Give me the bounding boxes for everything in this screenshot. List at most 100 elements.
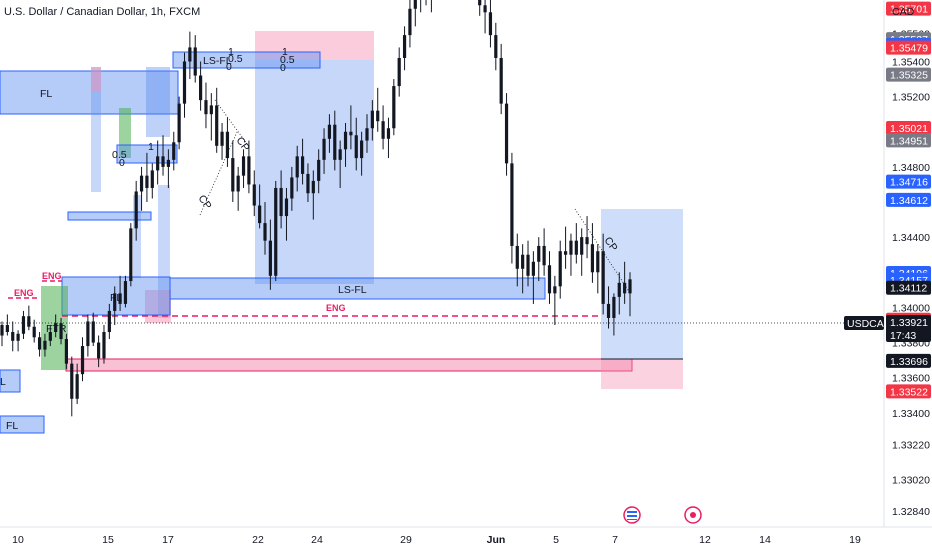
x-tick-label: 12 <box>699 534 711 546</box>
svg-text:1.35021: 1.35021 <box>890 123 928 135</box>
candle <box>123 275 128 308</box>
ls-fl-pink-zone <box>255 31 374 60</box>
price-label: 1.35479 <box>886 40 931 55</box>
zone-label-ftr: FTR <box>46 323 67 335</box>
price-label: 1.33696 <box>886 353 931 368</box>
fib-label-05-1: 0.5 <box>228 53 243 65</box>
svg-text:1.34951: 1.34951 <box>890 135 928 147</box>
fib-label-0-2: 0 <box>280 62 286 74</box>
svg-text:1.34112: 1.34112 <box>890 283 927 295</box>
candle <box>515 233 519 287</box>
candle <box>483 0 487 34</box>
candle <box>59 317 63 345</box>
candle <box>241 149 246 188</box>
candle <box>139 166 144 211</box>
price-label: 1.35701 <box>886 1 931 16</box>
candle <box>86 314 90 357</box>
candle <box>628 272 632 317</box>
candle <box>408 0 412 48</box>
symbol-tag <box>844 316 884 330</box>
candle <box>16 330 20 352</box>
candle <box>21 310 26 340</box>
trade-stop-zone <box>601 359 683 389</box>
x-tick-label: 24 <box>311 534 323 546</box>
zone-label-ls-fl-2: LS-FL <box>338 284 367 296</box>
candle <box>425 0 427 6</box>
svg-text:1.33696: 1.33696 <box>890 356 928 368</box>
candle <box>43 333 47 357</box>
candle <box>37 332 42 357</box>
fib-label-05-2: 0.5 <box>280 54 295 66</box>
candle <box>553 275 557 325</box>
candle <box>311 170 315 220</box>
candle <box>258 184 262 229</box>
candle <box>531 251 535 304</box>
us-flag-event-icon[interactable] <box>623 506 641 524</box>
fib-label-0-1: 0 <box>226 61 232 73</box>
canada-flag-event-icon[interactable] <box>684 506 702 524</box>
candle <box>596 244 600 294</box>
candle <box>225 117 230 167</box>
candle <box>430 0 432 13</box>
candle <box>623 261 627 304</box>
candle <box>349 105 353 150</box>
trade-target-zone <box>601 209 683 359</box>
y-tick-label: 1.33400 <box>892 408 930 420</box>
fl-zone-1 <box>0 70 179 115</box>
candle <box>75 363 79 405</box>
candle <box>134 180 138 241</box>
x-tick-label: 17 <box>162 534 174 546</box>
fl-zone-3 <box>67 211 152 221</box>
eng-label-1: ENG <box>14 288 34 298</box>
candle <box>54 314 58 338</box>
eng-label-2: ENG <box>42 271 62 281</box>
candle <box>392 79 396 136</box>
svg-text:1.33522: 1.33522 <box>890 386 928 398</box>
zone-label-fl-1: FL <box>40 88 52 100</box>
x-tick-label: 5 <box>553 534 559 546</box>
y-tick-label: 1.34000 <box>892 302 930 314</box>
candle <box>510 152 514 264</box>
candle <box>177 96 181 150</box>
candle <box>327 114 332 153</box>
fl-zone-column-4 <box>158 185 170 318</box>
candle <box>488 0 493 48</box>
fib-label-1-2: 1 <box>282 46 288 58</box>
candle <box>129 223 133 287</box>
candle <box>322 128 326 174</box>
time-axis[interactable]: 10 15 17 22 24 29 Jun 5 7 12 14 19 <box>12 534 861 546</box>
candle <box>97 335 101 368</box>
svg-text:1.35701: 1.35701 <box>890 4 928 16</box>
candle <box>204 82 208 129</box>
fl-zone-column-3 <box>133 195 141 278</box>
candle <box>172 131 176 171</box>
pink-zone-small <box>91 67 101 92</box>
candle <box>80 337 85 382</box>
candle <box>11 321 15 352</box>
candle <box>145 152 149 203</box>
candle <box>317 149 321 194</box>
candle <box>0 321 4 347</box>
candle <box>161 135 165 176</box>
candle <box>5 314 9 336</box>
candle <box>252 170 256 217</box>
svg-text:1.35479: 1.35479 <box>890 43 928 55</box>
svg-text:1.35325: 1.35325 <box>890 70 928 82</box>
candle <box>420 0 422 13</box>
svg-text:1.34716: 1.34716 <box>890 177 928 189</box>
x-tick-label: 14 <box>759 534 771 546</box>
candle <box>70 356 74 417</box>
price-label: 1.33522 <box>886 384 931 399</box>
candle <box>64 333 69 369</box>
candle <box>504 93 509 176</box>
y-tick-label: 1.33220 <box>892 439 930 451</box>
trendline-1 <box>199 129 239 216</box>
price-label: 1.35021 <box>886 121 931 136</box>
candle <box>338 140 342 188</box>
y-tick-label: 1.34800 <box>892 162 930 174</box>
candle <box>590 223 595 283</box>
price-label: 1.34951 <box>886 133 931 148</box>
fl-zone-column-2 <box>146 67 170 137</box>
candle <box>300 138 305 185</box>
